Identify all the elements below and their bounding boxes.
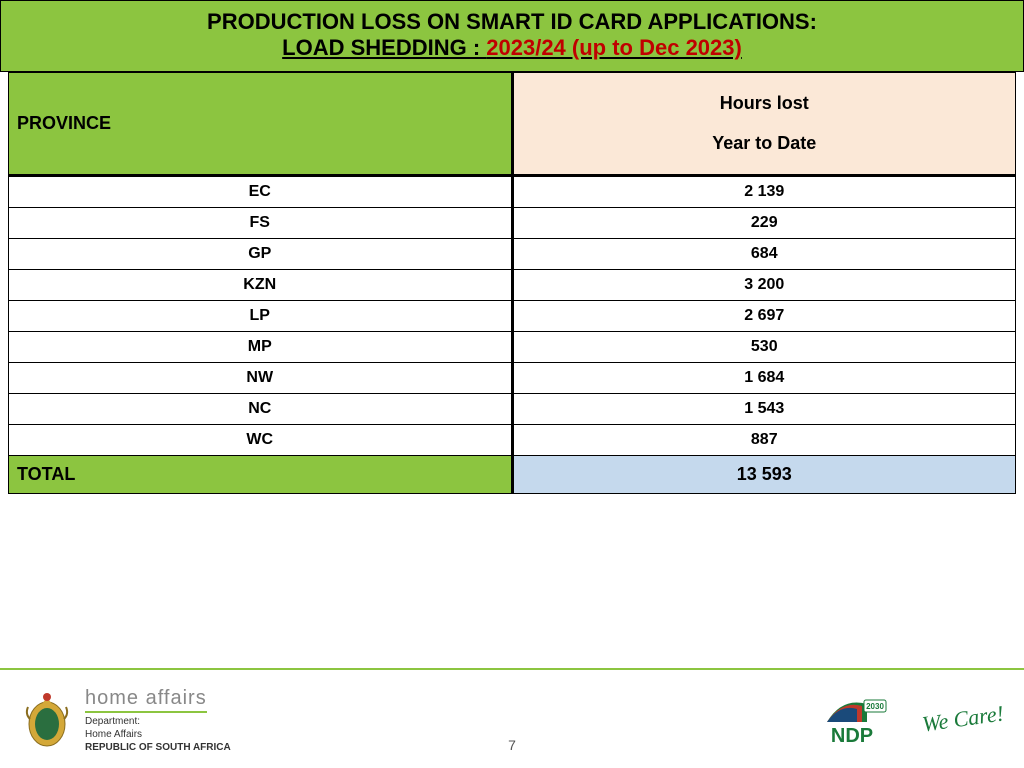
dept-line2: Home Affairs <box>85 729 142 740</box>
page-number: 7 <box>508 737 516 753</box>
ndp-logo-icon: 2030 NDP <box>822 692 892 747</box>
header-hours-line2: Year to Date <box>514 124 1016 164</box>
cell-value: 684 <box>512 239 1016 270</box>
cell-province: GP <box>9 239 513 270</box>
title-line-2: LOAD SHEDDING : 2023/24 (up to Dec 2023) <box>1 35 1023 61</box>
production-loss-table: PROVINCE Hours lost Year to Date EC2 139… <box>8 72 1016 494</box>
cell-value: 530 <box>512 332 1016 363</box>
we-care-slogan: We Care! <box>920 700 1005 737</box>
table-container: PROVINCE Hours lost Year to Date EC2 139… <box>0 72 1024 494</box>
cell-province: LP <box>9 301 513 332</box>
cell-value: 3 200 <box>512 270 1016 301</box>
cell-province: NW <box>9 363 513 394</box>
coat-of-arms-icon <box>20 689 75 749</box>
dept-line3: REPUBLIC OF SOUTH AFRICA <box>85 742 231 753</box>
cell-value: 1 543 <box>512 394 1016 425</box>
cell-province: NC <box>9 394 513 425</box>
dept-brand: home affairs <box>85 685 207 713</box>
table-row: GP684 <box>9 239 1016 270</box>
table-row: NW1 684 <box>9 363 1016 394</box>
cell-value: 887 <box>512 425 1016 456</box>
table-row: MP530 <box>9 332 1016 363</box>
table-row: LP2 697 <box>9 301 1016 332</box>
cell-value: 229 <box>512 208 1016 239</box>
table-row: EC2 139 <box>9 176 1016 208</box>
cell-province: MP <box>9 332 513 363</box>
title-line-1: PRODUCTION LOSS ON SMART ID CARD APPLICA… <box>1 9 1023 35</box>
footer: home affairs Department: Home Affairs RE… <box>0 668 1024 768</box>
cell-value: 1 684 <box>512 363 1016 394</box>
cell-province: FS <box>9 208 513 239</box>
title-period: 2023/24 (up to Dec 2023) <box>486 35 742 60</box>
dept-logo-block: home affairs Department: Home Affairs RE… <box>20 685 231 754</box>
total-value: 13 593 <box>512 456 1016 494</box>
table-row: NC1 543 <box>9 394 1016 425</box>
dept-line1: Department: <box>85 716 140 727</box>
cell-province: EC <box>9 176 513 208</box>
header-hours-line1: Hours lost <box>514 84 1016 124</box>
total-label: TOTAL <box>9 456 513 494</box>
ndp-year: 2030 <box>866 702 884 711</box>
cell-province: KZN <box>9 270 513 301</box>
ndp-label: NDP <box>831 725 873 747</box>
cell-value: 2 139 <box>512 176 1016 208</box>
table-row: KZN3 200 <box>9 270 1016 301</box>
total-row: TOTAL13 593 <box>9 456 1016 494</box>
header-province: PROVINCE <box>9 73 513 176</box>
title-prefix: LOAD SHEDDING : <box>282 35 486 60</box>
cell-value: 2 697 <box>512 301 1016 332</box>
cell-province: WC <box>9 425 513 456</box>
title-bar: PRODUCTION LOSS ON SMART ID CARD APPLICA… <box>0 0 1024 72</box>
header-hours: Hours lost Year to Date <box>512 73 1016 176</box>
table-row: WC887 <box>9 425 1016 456</box>
table-row: FS229 <box>9 208 1016 239</box>
dept-text: home affairs Department: Home Affairs RE… <box>85 685 231 754</box>
